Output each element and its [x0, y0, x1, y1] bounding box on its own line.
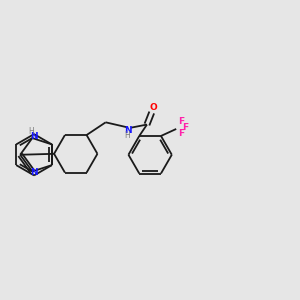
Text: H: H	[125, 131, 130, 140]
Text: N: N	[30, 132, 38, 141]
Text: F: F	[178, 117, 185, 126]
Text: N: N	[124, 126, 131, 135]
Text: H: H	[28, 127, 34, 136]
Text: O: O	[149, 103, 157, 112]
Text: F: F	[182, 123, 188, 132]
Text: F: F	[178, 129, 185, 138]
Text: N: N	[30, 168, 38, 177]
